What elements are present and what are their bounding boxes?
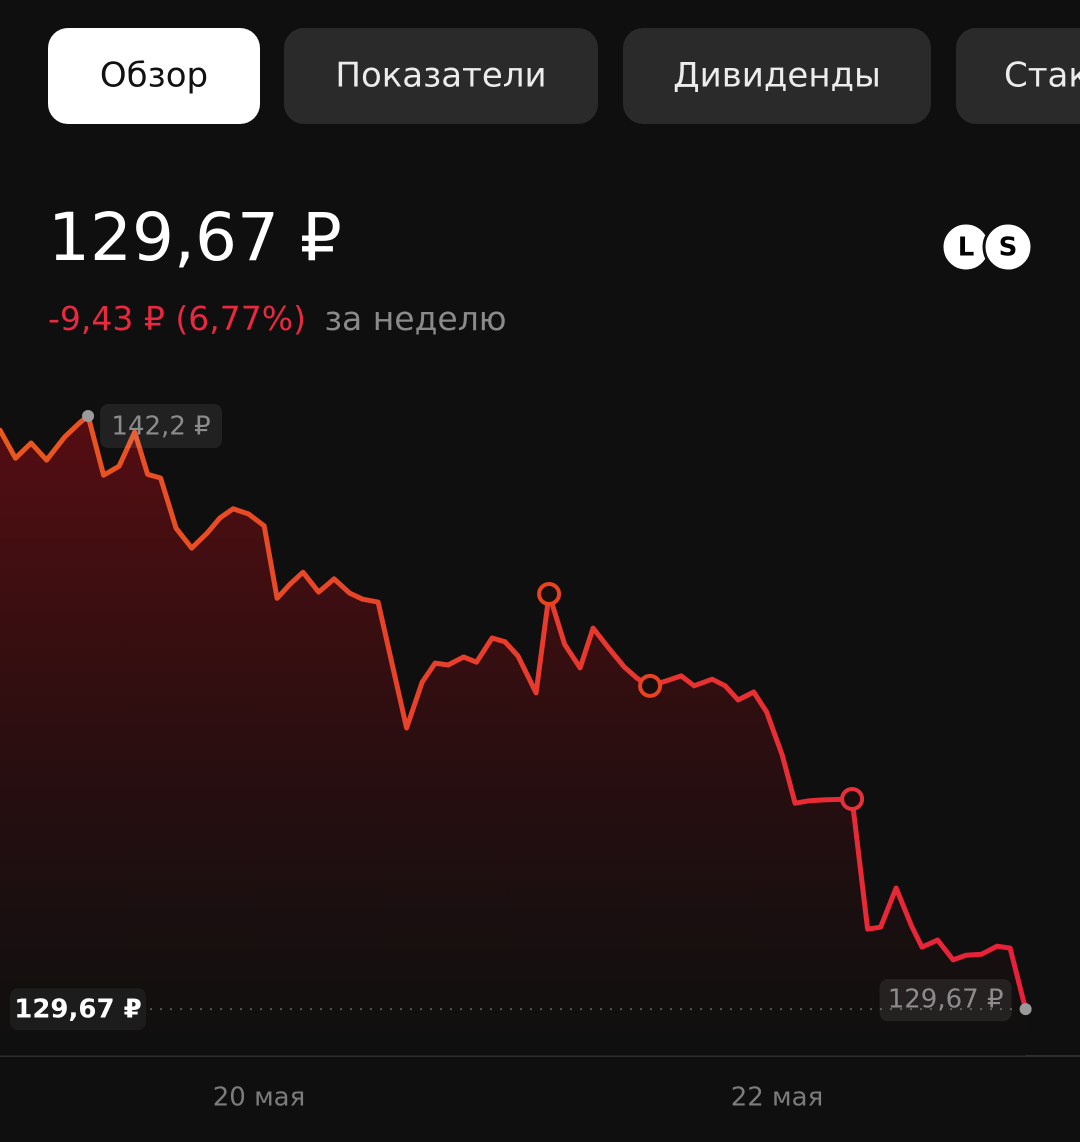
tab-label: Стак [1004,56,1080,96]
event-marker[interactable] [840,786,865,811]
tab-background [623,28,931,124]
badge-label: L [958,233,975,263]
tab-bar: Обзор Показатели Дивиденды Стак [48,28,1080,124]
price-change: -9,43 ₽ (6,77%) [48,299,306,338]
last-point [1019,1003,1032,1016]
x-tick-label: 22 мая [731,1083,824,1113]
event-marker[interactable] [537,582,562,607]
tab[interactable]: Обзор [48,28,260,124]
tab-background [284,28,598,124]
reference-label: 129,67 ₽ [14,995,141,1025]
max-point [82,410,95,423]
tab[interactable]: Дивиденды [623,28,931,124]
tab-background [48,28,260,124]
max-label-box [100,404,223,449]
price-line [0,413,1029,1012]
badge-group[interactable]: L S [940,221,1034,273]
change-line: -9,43 ₽ (6,77%) за неделю [48,299,507,338]
tab[interactable]: Стак [956,28,1080,124]
tab[interactable]: Показатели [284,28,598,124]
last-label: 129,67 ₽ [888,985,1004,1015]
x-tick-label: 20 мая [213,1083,306,1113]
price: 129,67 ₽ [48,199,342,276]
badge-label: S [999,233,1018,263]
max-label: 142,2 ₽ [111,412,210,442]
last-label-box [879,979,1012,1022]
event-marker[interactable] [638,673,663,698]
chart: 20 мая 22 мая 129,67 ₽ 142,2 ₽ 129,67 ₽ [0,404,1080,1113]
badge [982,221,1034,273]
period: за неделю [324,299,506,338]
tab-label: Обзор [100,56,208,96]
tab-background [956,28,1080,124]
tab-label: Дивиденды [673,56,881,96]
tab-label: Показатели [335,56,546,96]
reference-label-box [10,988,146,1031]
area-fill [0,416,1026,1056]
